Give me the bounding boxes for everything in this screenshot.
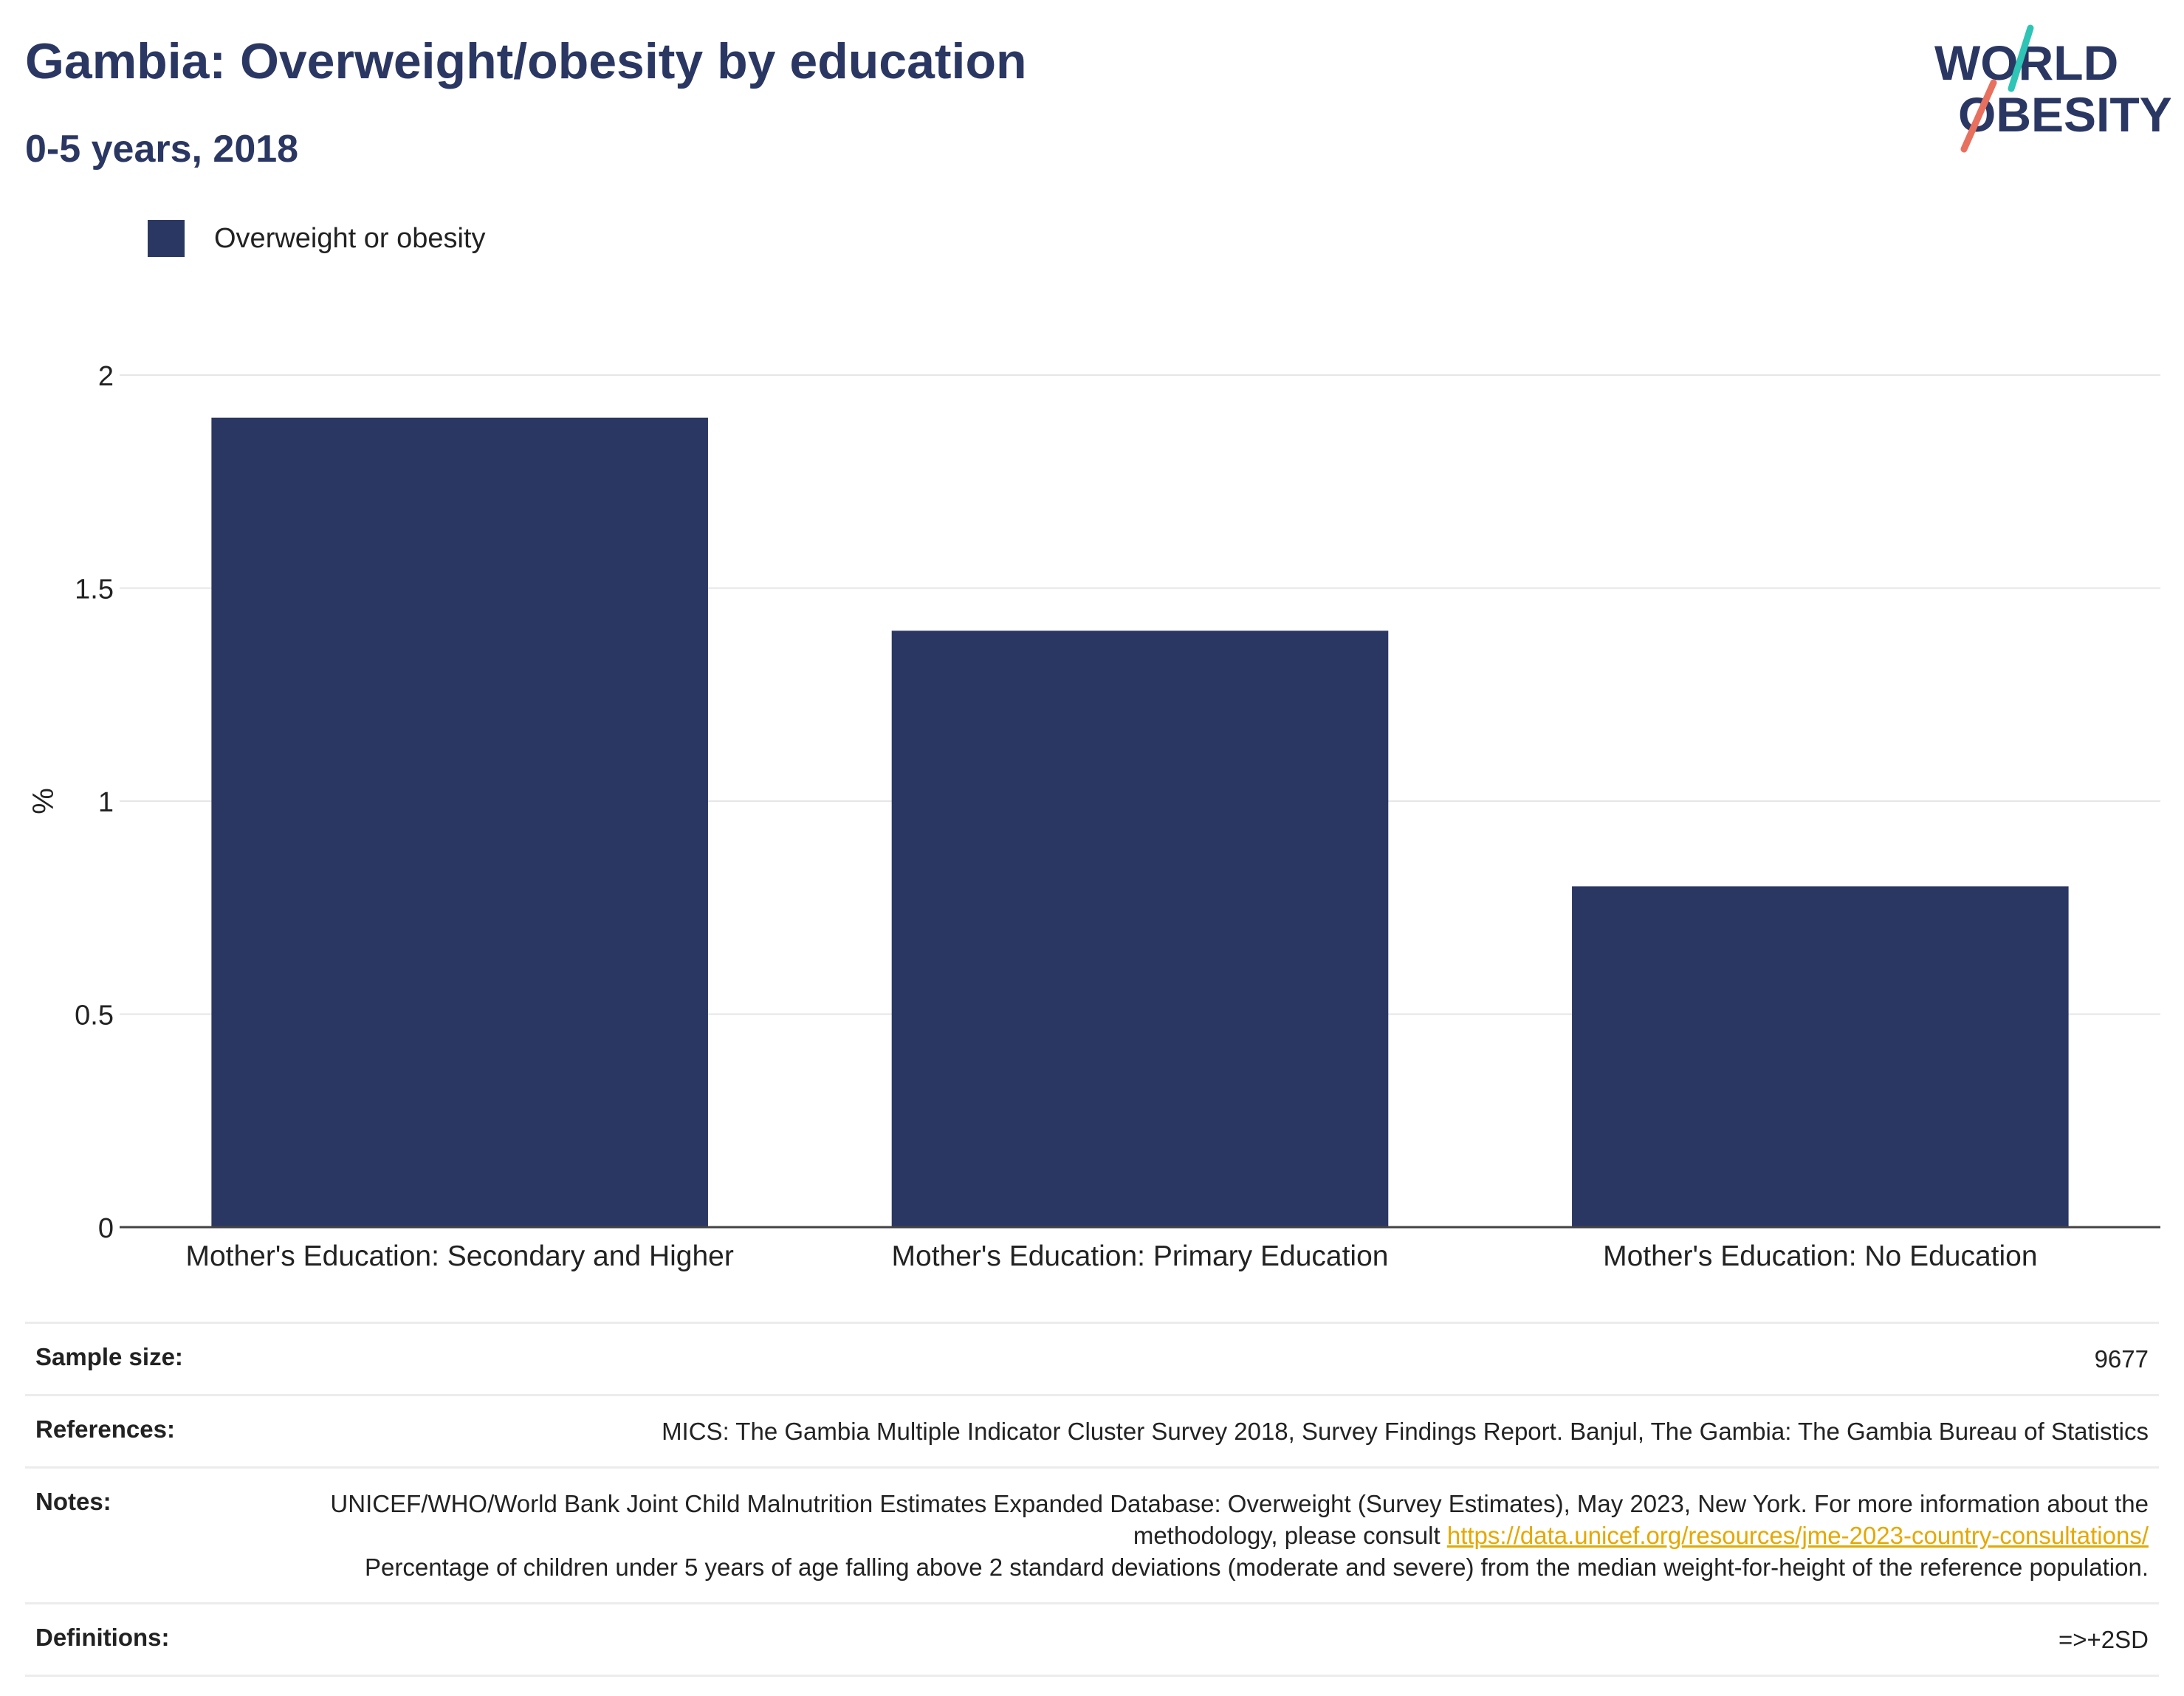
notes-label: Notes: [35,1488,111,1515]
notes-text-1: UNICEF/WHO/World Bank Joint Child Malnut… [330,1490,2149,1549]
y-tick-label: 1.5 [75,574,114,605]
notes-link[interactable]: https://data.unicef.org/resources/jme-20… [1446,1522,2149,1549]
logo-word-obesity: OBESITY [1958,87,2171,142]
meta-row-definitions: Definitions: =>+2SD [25,1602,2159,1677]
sample-size-value: 9677 [2094,1345,2149,1373]
legend-swatch [148,220,185,257]
definitions-label: Definitions: [35,1624,170,1651]
x-tick-label: Mother's Education: Primary Education [892,1240,1389,1272]
bar-chart: 0 0.5 1 1.5 2% Mother's Education: Secondary … [27,361,2160,1272]
meta-row-references: References: MICS: The Gambia Multiple In… [25,1394,2159,1466]
metadata-table: Sample size: 9677 References: MICS: The … [25,1322,2159,1677]
logo-slash-teal [2008,24,2034,92]
meta-row-notes: Notes: UNICEF/WHO/World Bank Joint Child… [25,1466,2159,1602]
chart-subtitle: 0-5 years, 2018 [25,128,299,171]
sample-size-label: Sample size: [35,1343,183,1370]
legend: Overweight or obesity [148,220,486,257]
notes-text-2: Percentage of children under 5 years of … [365,1553,2149,1581]
notes-value: UNICEF/WHO/World Bank Joint Child Malnut… [258,1488,2149,1583]
x-tick-label: Mother's Education: No Education [1603,1240,2037,1272]
meta-row-sample-size: Sample size: 9677 [25,1322,2159,1394]
logo-slash-coral [1960,79,1997,153]
definitions-value: =>+2SD [2058,1626,2149,1653]
y-tick-label: 0.5 [75,1000,114,1031]
x-tick-label: Mother's Education: Secondary and Higher [185,1240,733,1272]
references-value: MICS: The Gambia Multiple Indicator Clus… [662,1418,2149,1445]
bar [891,631,1389,1227]
bar [1572,886,2069,1227]
world-obesity-logo: WORLD OBESITY [1934,24,2171,153]
bar [211,417,708,1228]
y-tick-label: 2 [98,361,114,392]
y-axis-label: % [27,788,60,814]
references-label: References: [35,1415,175,1443]
chart-title: Gambia: Overweight/obesity by education [25,33,1027,89]
y-tick-label: 1 [98,787,114,818]
y-tick-label: 0 [98,1213,114,1244]
legend-label: Overweight or obesity [214,222,486,254]
